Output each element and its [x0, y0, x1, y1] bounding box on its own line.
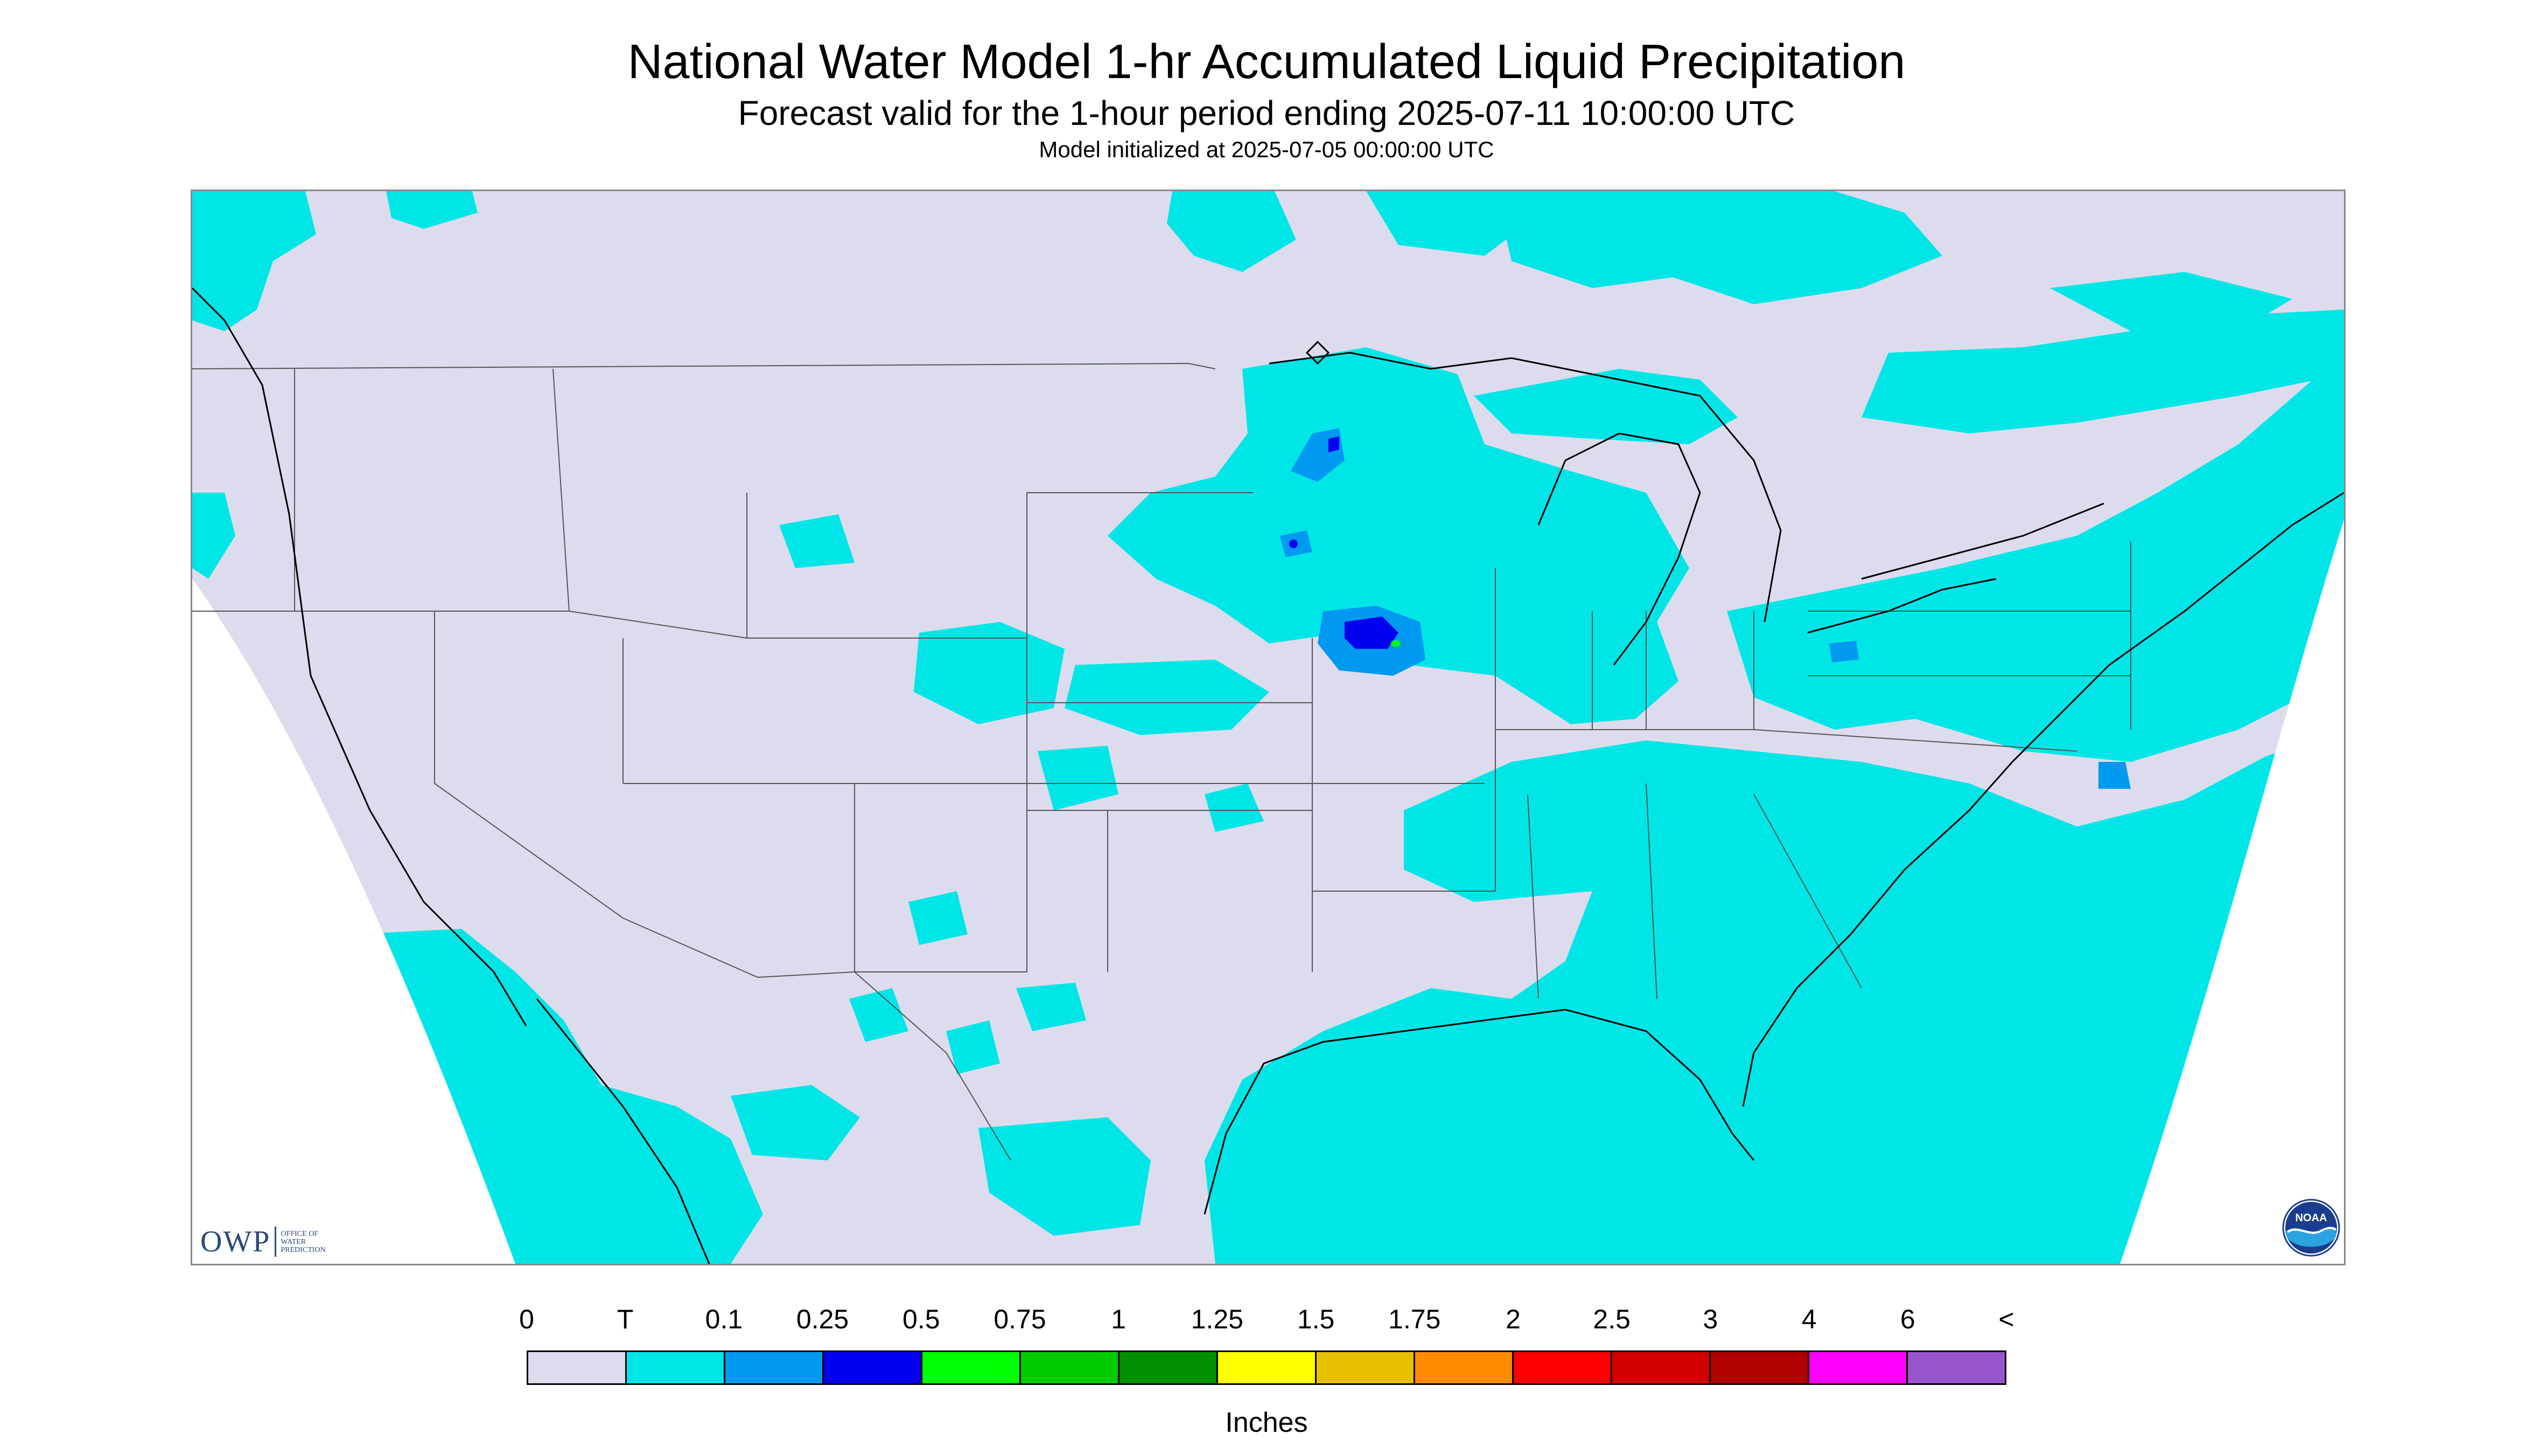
legend-swatch	[1514, 1352, 1612, 1383]
legend-tick-label: 1	[1111, 1304, 1126, 1334]
precip-moderate-areas	[1289, 436, 1398, 649]
map-title: National Water Model 1-hr Accumulated Li…	[627, 35, 1906, 89]
owp-office-text: Office of Water Prediction	[281, 1229, 326, 1254]
legend-tick-label: 1.5	[1297, 1304, 1335, 1334]
owp-divider	[275, 1227, 277, 1257]
legend-swatch	[528, 1352, 627, 1383]
legend-tick-label: 1.75	[1388, 1304, 1441, 1334]
legend-swatch	[1809, 1352, 1908, 1383]
legend-swatch	[1612, 1352, 1711, 1383]
legend-tick-label: 6	[1900, 1304, 1915, 1334]
political-boundaries	[192, 362, 2131, 1161]
map-canvas	[192, 191, 2344, 1264]
legend-tick-label: 1.25	[1191, 1304, 1244, 1334]
precip-trace-areas	[192, 191, 2344, 1264]
noaa-text: NOAA	[2296, 1212, 2327, 1224]
legend-swatch	[1021, 1352, 1119, 1383]
legend-units-label: Inches	[1225, 1407, 1308, 1438]
legend-swatch	[1908, 1352, 2005, 1383]
legend-swatch	[1119, 1352, 1218, 1383]
legend-swatch	[1218, 1352, 1317, 1383]
noaa-logo: NOAA	[2282, 1199, 2340, 1257]
legend-swatch	[1711, 1352, 1809, 1383]
coastlines	[192, 287, 2344, 1264]
legend-tick-label: T	[617, 1304, 634, 1334]
precipitation-map	[191, 190, 2346, 1265]
legend-tick-label: 3	[1703, 1304, 1718, 1334]
legend-tick-label: 2.5	[1593, 1304, 1631, 1334]
precip-heavy-areas	[1391, 640, 1401, 647]
legend-tick-labels: 0 T 0.1 0.25 0.5 0.75 1 1.25 1.5 1.75 2 2.5 3 4 6 <	[519, 1303, 2014, 1335]
legend-swatch	[824, 1352, 922, 1383]
legend-tick-label: 0.75	[993, 1304, 1046, 1334]
legend-swatch	[1317, 1352, 1415, 1383]
owp-letters: OWP	[200, 1225, 271, 1258]
map-subtitle: Forecast valid for the 1-hour period end…	[738, 94, 1795, 132]
legend-swatch	[922, 1352, 1021, 1383]
legend-tick-label: 0.1	[705, 1304, 743, 1334]
legend-tick-label: 2	[1506, 1304, 1521, 1334]
legend-color-bar	[527, 1350, 2006, 1385]
legend-swatch	[627, 1352, 725, 1383]
legend-tick-label: 0	[519, 1304, 534, 1334]
legend-swatch	[725, 1352, 824, 1383]
owp-logo: OWP Office of Water Prediction	[200, 1224, 340, 1259]
model-init-line: Model initialized at 2025-07-05 00:00:00…	[1039, 137, 1494, 162]
legend-tick-label: <	[1998, 1304, 2014, 1334]
legend-swatch	[1415, 1352, 1514, 1383]
legend-tick-label: 0.5	[902, 1304, 940, 1334]
legend-tick-label: 4	[1801, 1304, 1817, 1334]
title-block: National Water Model 1-hr Accumulated Li…	[0, 32, 2533, 165]
legend-tick-label: 0.25	[796, 1304, 849, 1334]
